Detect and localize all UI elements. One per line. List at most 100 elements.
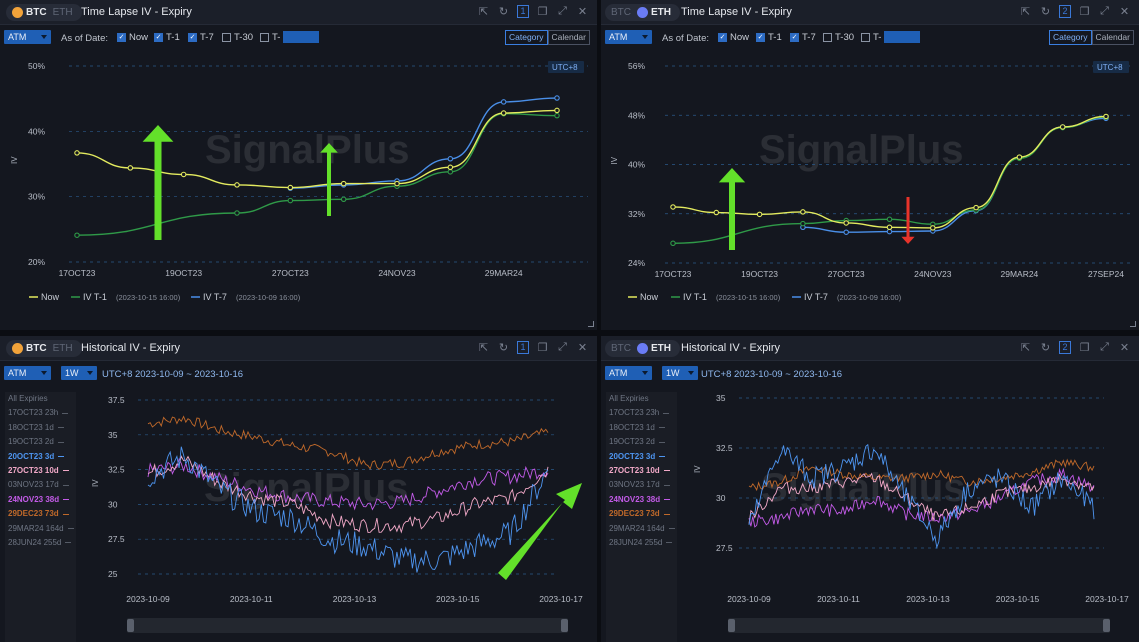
copy-icon[interactable]: ❐ xyxy=(537,342,548,354)
expand-icon[interactable]: ⤢ xyxy=(558,5,567,17)
share-icon[interactable]: ⇱ xyxy=(478,6,489,18)
coin-switch[interactable]: BTC ETH xyxy=(605,4,680,21)
copy-icon[interactable]: ❐ xyxy=(537,6,548,18)
check-t7[interactable]: ✓ T-7 xyxy=(790,32,816,43)
toggle-calendar[interactable]: Calendar xyxy=(547,30,590,45)
expiry-item[interactable]: 27OCT23 10d xyxy=(606,464,677,478)
time-range-slider[interactable] xyxy=(728,618,1110,633)
period-select[interactable]: 1W xyxy=(662,366,698,380)
expand-icon[interactable]: ⤢ xyxy=(1100,5,1109,17)
expiry-item[interactable]: 29DEC23 73d xyxy=(606,507,677,521)
check-custom[interactable]: T- xyxy=(260,32,280,43)
expiry-item[interactable]: 24NOV23 38d xyxy=(5,493,76,507)
expiry-item[interactable]: All Expiries xyxy=(5,392,76,406)
coin-eth[interactable]: ETH xyxy=(52,7,73,18)
expiry-item[interactable]: 18OCT23 1d xyxy=(5,421,76,435)
coin-eth[interactable]: ETH xyxy=(634,341,674,356)
page-number[interactable]: 1 xyxy=(517,5,529,18)
page-number[interactable]: 2 xyxy=(1059,341,1071,354)
refresh-icon[interactable]: ↻ xyxy=(1040,342,1051,354)
expiry-item[interactable]: 19OCT23 2d xyxy=(5,435,76,449)
expiry-item[interactable]: 19OCT23 2d xyxy=(606,435,677,449)
check-t1[interactable]: ✓ T-1 xyxy=(756,32,782,43)
expiry-item[interactable]: 20OCT23 3d xyxy=(606,450,677,464)
expiry-item[interactable]: 27OCT23 10d xyxy=(5,464,76,478)
expiry-item[interactable]: 17OCT23 23h xyxy=(606,406,677,420)
share-icon[interactable]: ⇱ xyxy=(1020,6,1031,18)
check-now[interactable]: ✓ Now xyxy=(718,32,749,43)
close-icon[interactable]: ✕ xyxy=(1119,342,1130,354)
coin-btc[interactable]: BTC xyxy=(9,5,50,20)
coin-switch[interactable]: BTC ETH xyxy=(605,340,680,357)
copy-icon[interactable]: ❐ xyxy=(1079,6,1090,18)
series-line-24nov23-38d xyxy=(748,467,1095,528)
tz-badge-bg xyxy=(1093,61,1129,73)
x-tick-label: 17OCT23 xyxy=(655,269,692,279)
share-icon[interactable]: ⇱ xyxy=(1020,342,1031,354)
panel-icons: ⇱ ↻ 1 ❐ ⤢ ✕ xyxy=(477,341,589,354)
check-custom[interactable]: T- xyxy=(861,32,881,43)
atm-select[interactable]: ATM xyxy=(4,30,51,44)
expiry-item[interactable]: 29MAR24 164d xyxy=(5,522,76,536)
expiry-item[interactable]: 18OCT23 1d xyxy=(606,421,677,435)
expiry-item[interactable]: All Expiries xyxy=(606,392,677,406)
coin-btc[interactable]: BTC xyxy=(611,343,631,354)
custom-days-input[interactable] xyxy=(884,31,920,43)
slider-handle-right[interactable] xyxy=(1103,619,1110,632)
coin-eth[interactable]: ETH xyxy=(634,5,674,20)
resize-handle[interactable] xyxy=(1130,321,1136,327)
expiry-item[interactable]: 28JUN24 255d xyxy=(606,536,677,550)
slider-handle-left[interactable] xyxy=(728,619,735,632)
coin-btc[interactable]: BTC xyxy=(9,341,50,356)
refresh-icon[interactable]: ↻ xyxy=(498,6,509,18)
slider-handle-left[interactable] xyxy=(127,619,134,632)
coin-eth[interactable]: ETH xyxy=(52,343,73,354)
share-icon[interactable]: ⇱ xyxy=(478,342,489,354)
coin-switch[interactable]: BTC ETH xyxy=(6,4,82,21)
expiry-item[interactable]: 29DEC23 73d xyxy=(5,507,76,521)
btc-term-chart: 50% 40% 30% 20% IV UTC+8 17OCT23 19OCT23 27OCT23… xyxy=(10,61,588,302)
refresh-icon[interactable]: ↻ xyxy=(1040,6,1051,18)
expiry-item[interactable]: 29MAR24 164d xyxy=(606,522,677,536)
toggle-calendar[interactable]: Calendar xyxy=(1091,30,1134,45)
toolbar: ATM 1W UTC+8 2023-10-09 ~ 2023-10-16 xyxy=(0,363,597,383)
toggle-category[interactable]: Category xyxy=(505,30,548,45)
slider-handle-right[interactable] xyxy=(561,619,568,632)
page-number[interactable]: 1 xyxy=(517,341,529,354)
check-t7[interactable]: ✓ T-7 xyxy=(188,32,214,43)
period-select[interactable]: 1W xyxy=(61,366,97,380)
time-range-slider[interactable] xyxy=(127,618,568,633)
expiry-item[interactable]: 20OCT23 3d xyxy=(5,450,76,464)
page-number[interactable]: 2 xyxy=(1059,5,1071,18)
close-icon[interactable]: ✕ xyxy=(577,342,588,354)
expand-icon[interactable]: ⤢ xyxy=(558,341,567,353)
check-t30[interactable]: T-30 xyxy=(222,32,253,43)
expiry-item[interactable]: 03NOV23 17d xyxy=(5,478,76,492)
refresh-icon[interactable]: ↻ xyxy=(498,342,509,354)
coin-switch[interactable]: BTC ETH xyxy=(6,340,82,357)
data-point xyxy=(756,211,763,218)
expiry-item[interactable]: 03NOV23 17d xyxy=(606,478,677,492)
coin-btc[interactable]: BTC xyxy=(611,7,631,18)
copy-icon[interactable]: ❐ xyxy=(1079,342,1090,354)
expiry-item[interactable]: 28JUN24 255d xyxy=(5,536,76,550)
check-t30[interactable]: T-30 xyxy=(823,32,854,43)
close-icon[interactable]: ✕ xyxy=(577,6,588,18)
expiry-item[interactable]: 24NOV23 38d xyxy=(606,493,677,507)
expiry-label: 20OCT23 3d xyxy=(8,451,55,461)
data-point xyxy=(670,240,676,247)
expand-icon[interactable]: ⤢ xyxy=(1100,341,1109,353)
resize-handle[interactable] xyxy=(588,321,594,327)
series-line-now xyxy=(672,115,1107,229)
expiry-item[interactable]: 17OCT23 23h xyxy=(5,406,76,420)
atm-select[interactable]: ATM xyxy=(4,366,51,380)
custom-days-input[interactable] xyxy=(283,31,319,43)
close-icon[interactable]: ✕ xyxy=(1119,6,1130,18)
atm-select[interactable]: ATM xyxy=(605,366,652,380)
check-now[interactable]: ✓ Now xyxy=(117,32,148,43)
toggle-category[interactable]: Category xyxy=(1049,30,1092,45)
x-tick-label: 29MAR24 xyxy=(1000,269,1038,279)
check-t1[interactable]: ✓ T-1 xyxy=(154,32,180,43)
x-tick-label: 19OCT23 xyxy=(741,269,778,279)
atm-select[interactable]: ATM xyxy=(605,30,652,44)
